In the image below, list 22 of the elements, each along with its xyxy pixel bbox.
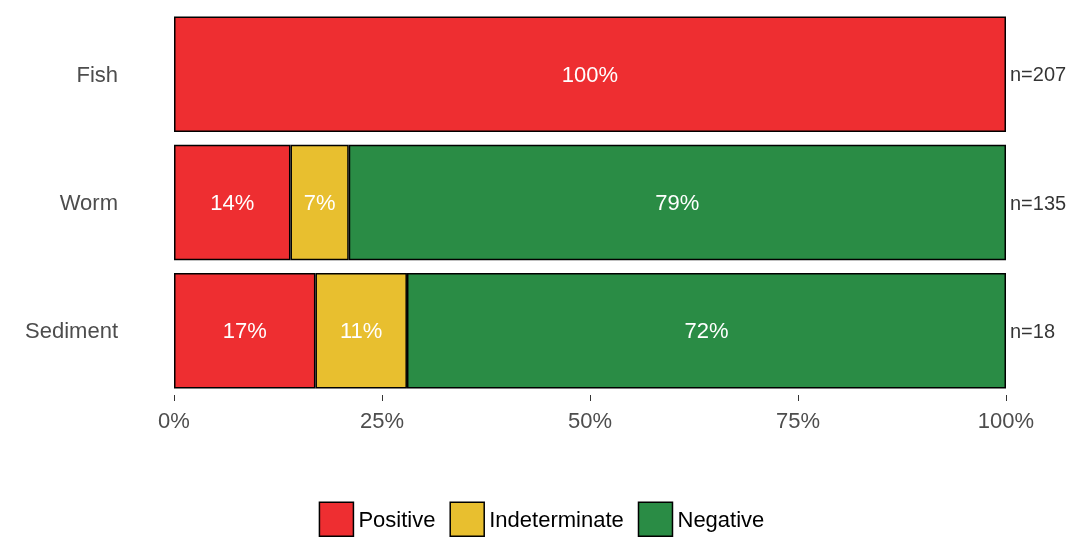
data-label: 100% xyxy=(561,61,619,87)
legend-label: Indeterminate xyxy=(489,506,624,532)
y-tick-label: Sediment xyxy=(25,318,118,344)
legend-label: Negative xyxy=(677,506,765,532)
text: n=207 xyxy=(1010,63,1067,86)
legend-label: Positive xyxy=(358,506,436,532)
data-label: 72% xyxy=(684,318,729,344)
x-tick-label: 75% xyxy=(775,407,821,433)
data-label: 7% xyxy=(303,190,336,215)
data-label: 11% xyxy=(340,318,383,344)
data-label: 79% xyxy=(655,190,700,215)
x-tick-label: 0% xyxy=(158,407,190,433)
x-tick-label: 25% xyxy=(359,407,405,433)
text: n=135 xyxy=(1010,191,1067,214)
y-tick-label: Fish xyxy=(76,61,118,87)
x-tick-label: 100% xyxy=(977,407,1035,433)
y-tick-label: Worm xyxy=(59,190,118,215)
bar xyxy=(174,16,1006,132)
data-label: 17% xyxy=(222,318,267,344)
x-tick-label: 50% xyxy=(567,407,613,433)
text: n=18 xyxy=(1010,319,1056,342)
data-label: 14% xyxy=(210,190,255,215)
